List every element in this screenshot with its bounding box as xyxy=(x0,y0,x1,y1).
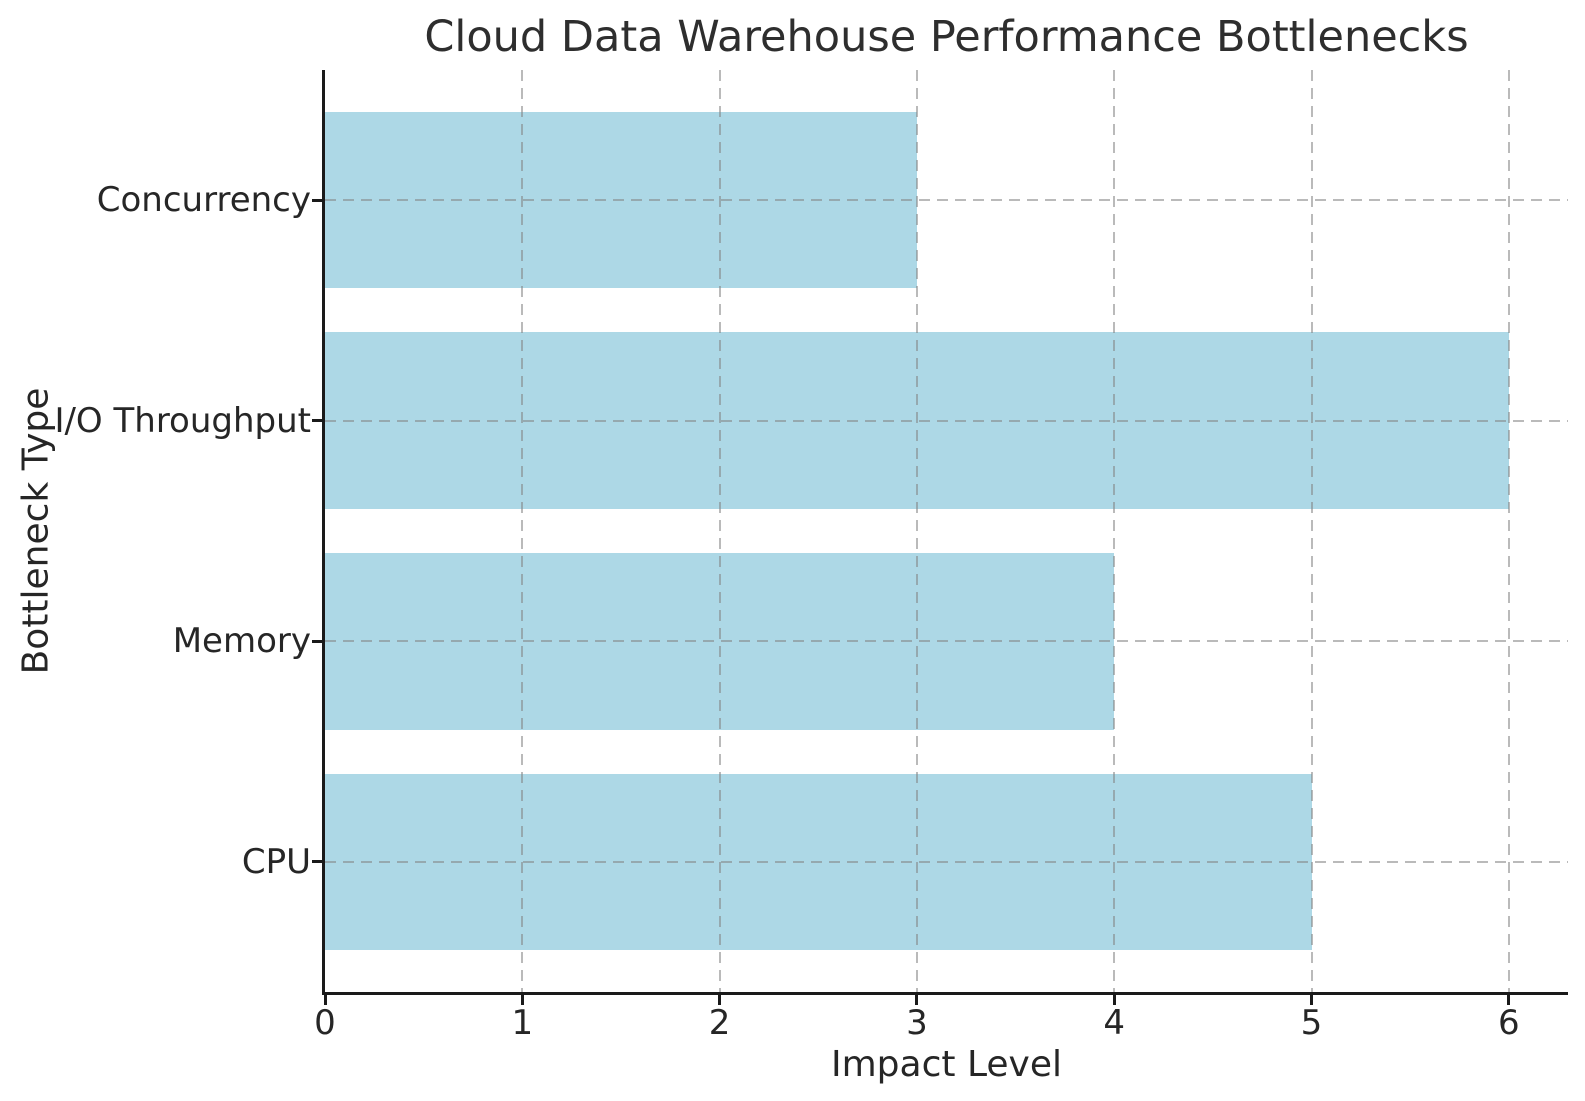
x-tick-mark xyxy=(915,995,919,1005)
x-tick-mark xyxy=(1310,995,1313,1005)
gridline-vertical xyxy=(915,70,918,992)
x-tick-mark xyxy=(1507,995,1511,1005)
x-tick-label: 6 xyxy=(1497,1003,1520,1043)
x-tick-label: 2 xyxy=(708,1003,731,1043)
x-tick-label: 3 xyxy=(906,1003,928,1043)
y-axis-spine xyxy=(322,70,325,995)
x-tick-mark xyxy=(323,995,327,1005)
gridline-horizontal xyxy=(325,199,1568,202)
x-tick-mark xyxy=(1112,995,1116,1005)
gridline-vertical xyxy=(1310,70,1313,992)
chart-title: Cloud Data Warehouse Performance Bottlen… xyxy=(424,12,1469,62)
x-tick-label: 5 xyxy=(1300,1003,1323,1043)
y-tick-mark xyxy=(312,860,322,864)
x-tick-label: 1 xyxy=(511,1003,534,1043)
y-tick-label-i-o-throughput: I/O Throughput xyxy=(54,400,311,441)
y-tick-mark xyxy=(312,198,322,202)
gridline-horizontal xyxy=(325,419,1568,422)
gridline-vertical xyxy=(718,70,721,992)
gridline-horizontal xyxy=(325,860,1568,863)
gridline-vertical xyxy=(521,70,524,992)
x-tick-mark xyxy=(520,995,524,1005)
y-tick-label-memory: Memory xyxy=(172,621,311,662)
x-axis-spine xyxy=(322,992,1568,995)
plot-area xyxy=(325,70,1568,992)
y-tick-label-cpu: CPU xyxy=(241,841,311,882)
x-tick-mark xyxy=(718,995,722,1005)
gridline-vertical xyxy=(1113,70,1116,992)
gridline-vertical xyxy=(1507,70,1510,992)
gridline-horizontal xyxy=(325,640,1568,643)
x-tick-label: 0 xyxy=(314,1003,336,1043)
y-tick-mark xyxy=(312,419,322,423)
x-tick-label: 4 xyxy=(1103,1003,1126,1043)
y-tick-mark xyxy=(312,639,322,643)
y-tick-label-concurrency: Concurrency xyxy=(96,180,311,221)
x-axis-label: Impact Level xyxy=(831,1044,1062,1085)
